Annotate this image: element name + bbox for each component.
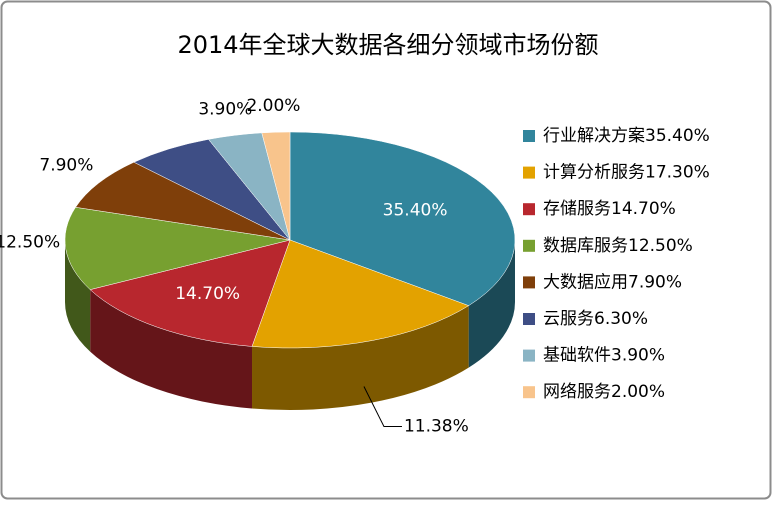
pie-side [468,240,515,368]
pie-slice [64,207,291,290]
legend-swatch [523,166,535,179]
legend-label: 数据库服务12.50% [543,236,693,256]
pie-slice [75,161,291,241]
legend-label: 存储服务14.70% [543,199,676,219]
data-label: 14.70% [175,284,240,304]
pie-side [252,305,469,410]
data-label: 12.50% [0,233,60,253]
chart-title: 2014年全球大数据各细分领域市场份额 [177,31,598,59]
legend-label: 基础软件3.90% [543,346,665,366]
pie-slice [89,239,291,347]
data-label: 2.00% [246,96,300,116]
legend-label: 计算分析服务17.30% [543,163,710,183]
pie-side [90,289,253,409]
legend-swatch [523,349,535,362]
pie-slice [261,131,291,241]
legend-swatch [523,276,535,289]
pie-side [65,240,91,352]
legend-label: 行业解决方案35.40% [543,126,710,146]
data-label: 3.90% [198,100,252,120]
legend-swatch [523,130,535,142]
leader-line [363,386,402,427]
legend-label: 云服务6.30% [543,309,648,329]
data-label: 7.90% [39,155,93,175]
pie-slice [289,131,516,306]
legend-swatch [523,203,535,216]
legend-label: 网络服务2.00% [543,382,665,402]
data-label: 35.40% [383,200,448,220]
legend-swatch [523,386,535,399]
annotation: 11.38% [404,416,469,436]
legend-swatch [523,239,535,252]
legend-label: 大数据应用7.90% [543,272,682,292]
pie-slice [251,239,470,349]
legend-swatch [523,313,535,325]
